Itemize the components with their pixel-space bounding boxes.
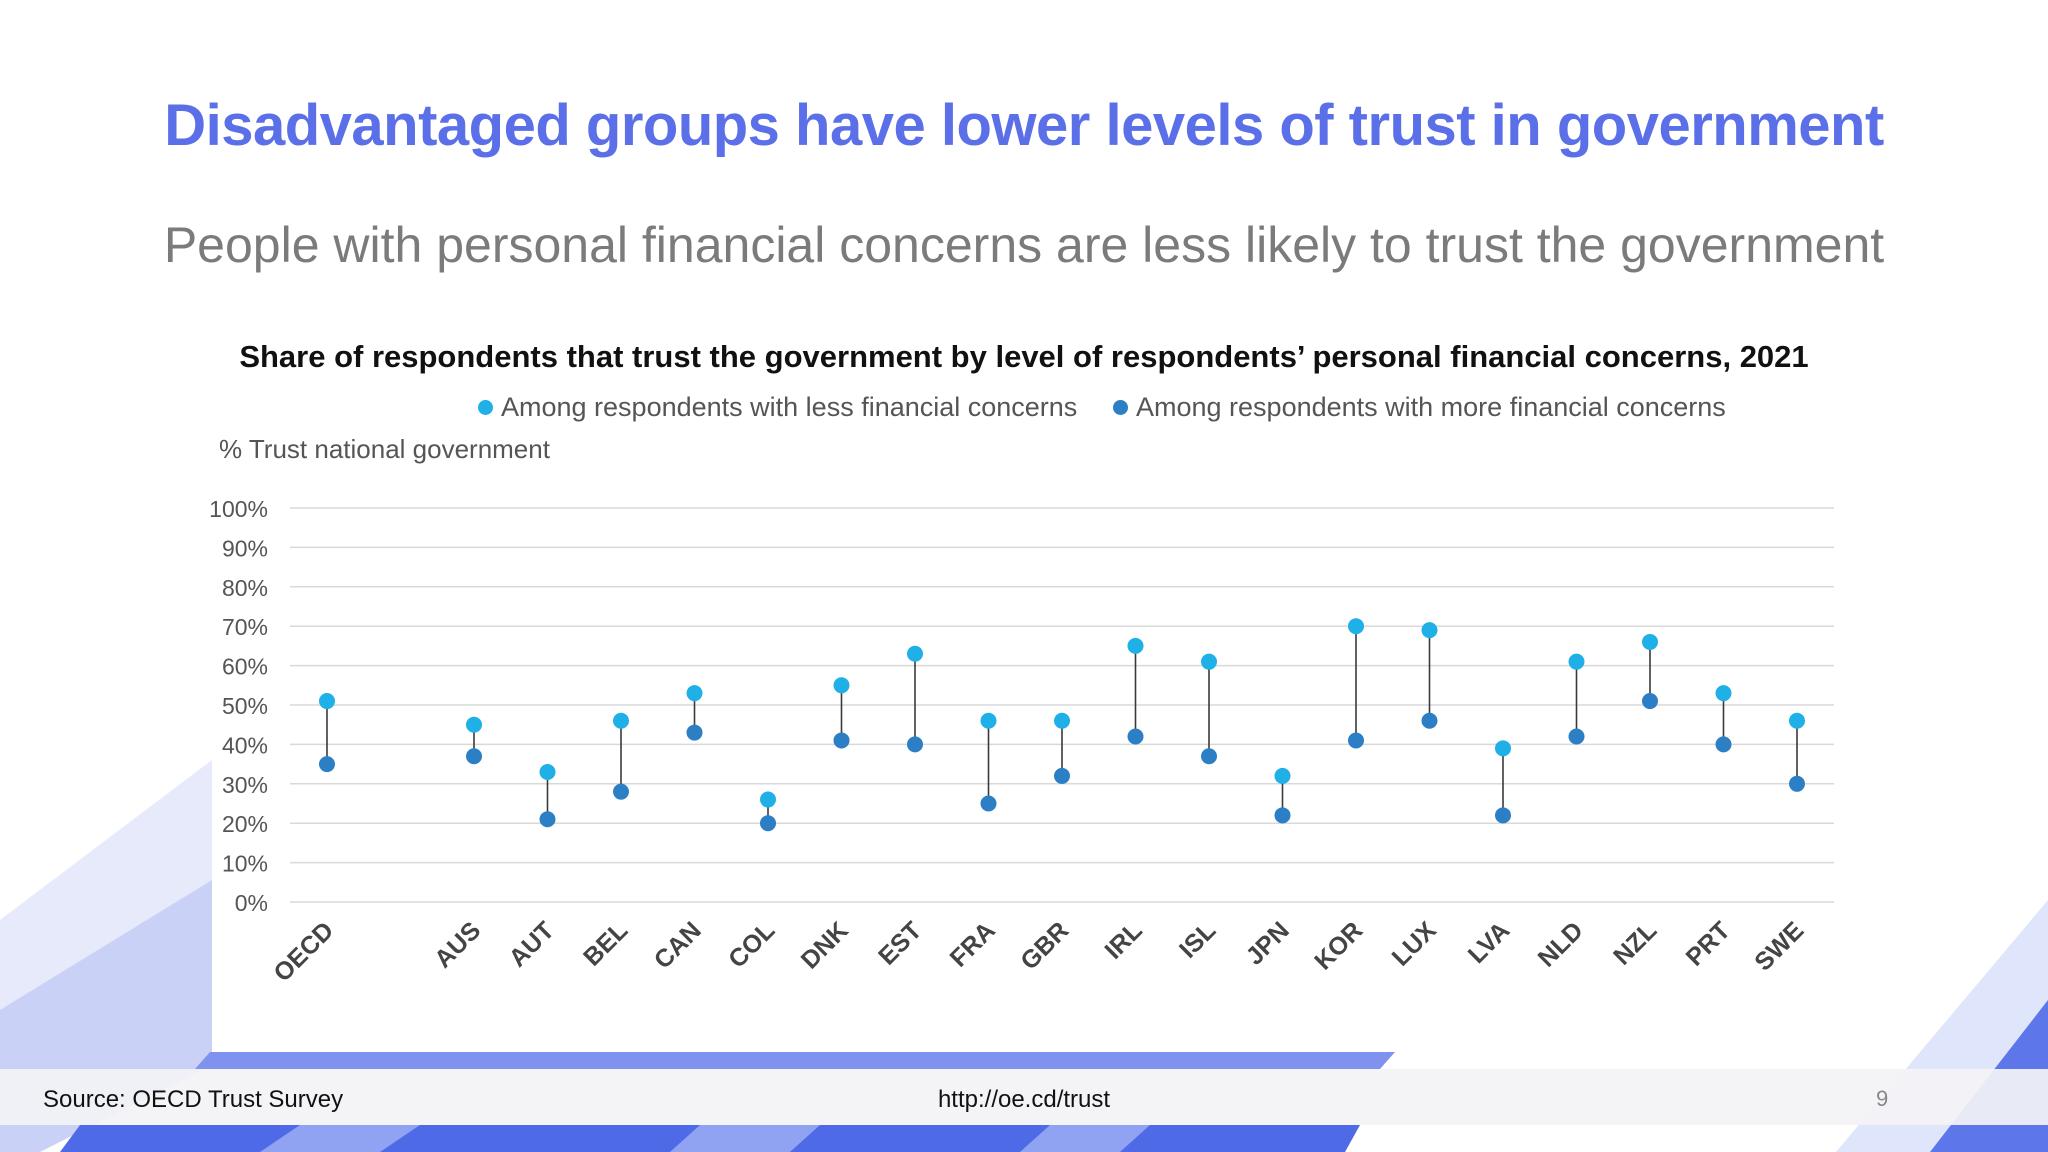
point-less-concerns-swe — [1789, 712, 1805, 729]
footer-source: Source: OECD Trust Survey — [43, 1086, 344, 1113]
point-less-concerns-isl — [1201, 653, 1217, 670]
point-more-concerns-aut — [539, 811, 556, 828]
slide-title: Disadvantaged groups have lower levels o… — [164, 93, 1884, 158]
point-less-concerns-lux — [1421, 622, 1438, 639]
x-tick-label-fra: FRA — [945, 916, 1001, 972]
point-more-concerns-fra — [980, 795, 997, 812]
y-tick-label-40: 40% — [222, 732, 268, 758]
legend-marker-less-concerns — [478, 400, 493, 415]
point-less-concerns-can — [686, 685, 703, 702]
x-tick-label-isl: ISL — [1174, 916, 1221, 963]
point-less-concerns-prt — [1715, 685, 1732, 702]
point-less-concerns-fra — [980, 712, 997, 729]
x-tick-label-irl: IRL — [1099, 916, 1147, 964]
y-tick-label-0: 0% — [235, 890, 268, 916]
point-more-concerns-prt — [1715, 736, 1732, 753]
point-more-concerns-lva — [1495, 807, 1511, 824]
y-tick-label-80: 80% — [222, 575, 268, 601]
point-less-concerns-aus — [466, 716, 482, 733]
y-tick-label-100: 100% — [209, 496, 268, 522]
point-more-concerns-swe — [1789, 775, 1805, 792]
chart-title: Share of respondents that trust the gove… — [239, 339, 1809, 374]
legend-label-less-concerns: Among respondents with less financial co… — [501, 392, 1078, 422]
point-less-concerns-gbr — [1054, 712, 1070, 729]
point-more-concerns-col — [760, 815, 776, 832]
point-more-concerns-nld — [1568, 728, 1585, 745]
x-tick-label-est: EST — [873, 916, 927, 970]
x-tick-label-swe: SWE — [1749, 916, 1809, 976]
x-tick-label-kor: KOR — [1309, 916, 1368, 975]
point-more-concerns-dnk — [833, 732, 850, 749]
page-number: 9 — [1876, 1086, 1889, 1111]
point-less-concerns-col — [760, 791, 776, 808]
y-axis-title: % Trust national government — [219, 434, 550, 464]
x-tick-label-aus: AUS — [429, 916, 486, 973]
point-more-concerns-kor — [1348, 732, 1364, 749]
x-tick-label-prt: PRT — [1681, 916, 1736, 971]
point-less-concerns-irl — [1127, 637, 1144, 654]
point-less-concerns-aut — [539, 763, 556, 780]
x-tick-label-nzl: NZL — [1608, 916, 1662, 970]
slide-subtitle: People with personal financial concerns … — [163, 217, 1885, 273]
point-less-concerns-oecd — [319, 693, 335, 710]
legend-label-more-concerns: Among respondents with more financial co… — [1136, 392, 1726, 422]
point-more-concerns-gbr — [1054, 767, 1070, 784]
x-tick-label-can: CAN — [649, 916, 707, 974]
point-less-concerns-nzl — [1642, 633, 1658, 650]
point-more-concerns-oecd — [319, 756, 335, 773]
point-more-concerns-isl — [1201, 748, 1217, 765]
x-tick-label-bel: BEL — [578, 916, 633, 971]
x-tick-label-lux: LUX — [1387, 916, 1442, 971]
point-more-concerns-can — [686, 724, 703, 741]
x-tick-label-nld: NLD — [1533, 916, 1589, 972]
y-tick-label-30: 30% — [222, 772, 268, 798]
point-more-concerns-jpn — [1274, 807, 1291, 824]
footer-link[interactable]: http://oe.cd/trust — [937, 1086, 1111, 1113]
chart-panel — [212, 330, 1836, 1030]
x-tick-label-lva: LVA — [1463, 916, 1516, 969]
y-tick-label-10: 10% — [222, 851, 268, 877]
x-tick-label-jpn: JPN — [1241, 916, 1295, 970]
point-more-concerns-bel — [613, 783, 629, 800]
point-less-concerns-est — [907, 645, 923, 662]
point-less-concerns-dnk — [833, 677, 850, 694]
legend-item-more-concerns: Among respondents with more financial co… — [1113, 392, 1726, 423]
point-more-concerns-nzl — [1642, 693, 1658, 710]
x-tick-label-aut: AUT — [504, 916, 560, 972]
x-tick-label-dnk: DNK — [796, 916, 854, 974]
point-more-concerns-aus — [466, 748, 482, 765]
y-tick-label-90: 90% — [222, 535, 268, 561]
point-more-concerns-lux — [1421, 712, 1438, 729]
x-tick-label-gbr: GBR — [1015, 916, 1074, 975]
x-tick-label-col: COL — [723, 916, 780, 973]
legend-item-less-concerns: Among respondents with less financial co… — [478, 392, 1077, 423]
y-tick-label-70: 70% — [222, 614, 268, 640]
x-tick-label-oecd: OECD — [268, 916, 339, 987]
point-less-concerns-nld — [1568, 653, 1585, 670]
point-less-concerns-lva — [1495, 740, 1511, 757]
point-less-concerns-jpn — [1274, 767, 1291, 784]
y-tick-label-60: 60% — [222, 654, 268, 680]
point-less-concerns-bel — [613, 712, 629, 729]
footer-bar — [0, 1069, 2048, 1125]
point-less-concerns-kor — [1348, 618, 1364, 635]
point-more-concerns-est — [907, 736, 923, 753]
point-more-concerns-irl — [1127, 728, 1144, 745]
y-tick-label-20: 20% — [222, 811, 268, 837]
legend-marker-more-concerns — [1113, 400, 1128, 415]
y-tick-label-50: 50% — [222, 693, 268, 719]
